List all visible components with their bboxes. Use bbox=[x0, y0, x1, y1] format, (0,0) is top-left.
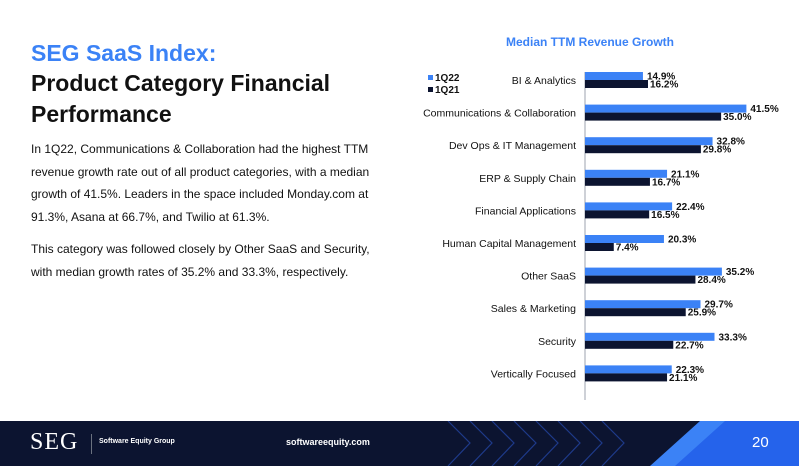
category-label: ERP & Supply Chain bbox=[479, 173, 576, 185]
company-name: Software Equity Group bbox=[99, 438, 175, 445]
data-label-1q22: 33.3% bbox=[719, 332, 747, 343]
data-label-1q21: 21.1% bbox=[669, 373, 697, 384]
category-label: Human Capital Management bbox=[442, 238, 576, 250]
legend-label-1q21: 1Q21 bbox=[435, 85, 460, 96]
bar-1q22 bbox=[585, 104, 747, 113]
bar-1q22 bbox=[585, 267, 722, 276]
category-label: Other SaaS bbox=[521, 271, 576, 283]
bar-1q22 bbox=[585, 202, 673, 211]
data-label-1q21: 16.5% bbox=[651, 210, 679, 221]
category-label: Sales & Marketing bbox=[491, 303, 576, 315]
slide-title-accent: SEG SaaS Index: bbox=[31, 40, 217, 66]
category-label: Communications & Collaboration bbox=[423, 108, 576, 120]
footer-bar: SEG Software Equity Group softwareequity… bbox=[0, 421, 799, 466]
bar-1q21 bbox=[585, 177, 650, 186]
data-label-1q22: 32.8% bbox=[717, 137, 745, 148]
bar-1q22 bbox=[585, 169, 668, 178]
category-label: Dev Ops & IT Management bbox=[449, 140, 576, 152]
data-label-1q22: 22.4% bbox=[676, 202, 704, 213]
legend-swatch-1q21 bbox=[428, 87, 433, 92]
seg-logo: SEG bbox=[30, 429, 79, 455]
data-label-1q22: 21.1% bbox=[671, 169, 699, 180]
data-label-1q21: 35.0% bbox=[723, 112, 751, 123]
data-label-1q22: 14.9% bbox=[647, 72, 675, 83]
legend-label-1q22: 1Q22 bbox=[435, 73, 460, 84]
bar-1q22 bbox=[585, 137, 713, 146]
bar-1q22 bbox=[585, 332, 715, 341]
data-label-1q22: 22.3% bbox=[676, 365, 704, 376]
data-label-1q21: 25.9% bbox=[688, 308, 716, 319]
data-label-1q21: 16.2% bbox=[650, 80, 678, 91]
bar-1q21 bbox=[585, 308, 686, 317]
data-label-1q22: 35.2% bbox=[726, 267, 754, 278]
bar-1q21 bbox=[585, 112, 722, 121]
legend-swatch-1q22 bbox=[428, 75, 433, 80]
bar-1q21 bbox=[585, 275, 696, 284]
data-label-1q22: 29.7% bbox=[705, 300, 733, 311]
bar-chart-svg: BI & Analytics 14.9%16.2% Communications &… bbox=[423, 72, 779, 400]
bar-1q21 bbox=[585, 80, 648, 88]
bar-1q21 bbox=[585, 145, 701, 154]
bar-1q22 bbox=[585, 300, 701, 309]
bar-1q22 bbox=[585, 72, 643, 80]
bar-1q22 bbox=[585, 365, 672, 374]
bar-1q21 bbox=[585, 373, 668, 382]
footer-divider bbox=[91, 434, 92, 454]
bar-1q22 bbox=[585, 235, 664, 243]
category-label: Security bbox=[538, 336, 577, 348]
body-paragraph-2: This category was followed closely by Ot… bbox=[31, 242, 370, 279]
data-label-1q21: 22.7% bbox=[675, 340, 703, 351]
page-number: 20 bbox=[752, 434, 769, 451]
bar-1q21 bbox=[585, 210, 650, 219]
bar-1q21 bbox=[585, 243, 614, 251]
body-paragraph-1: In 1Q22, Communications & Collaboration … bbox=[31, 142, 370, 224]
chevron-decoration bbox=[447, 421, 799, 466]
slide-title: Product Category Financial Performance bbox=[31, 70, 331, 127]
category-label: BI & Analytics bbox=[512, 75, 576, 87]
bar-1q21 bbox=[585, 340, 674, 349]
data-label-1q21: 7.4% bbox=[616, 243, 639, 254]
category-label: Vertically Focused bbox=[491, 368, 576, 380]
footer-link[interactable]: softwareequity.com bbox=[286, 437, 370, 447]
category-label: Financial Applications bbox=[475, 205, 576, 217]
data-label-1q21: 29.8% bbox=[703, 145, 731, 156]
data-label-1q21: 16.7% bbox=[652, 177, 680, 188]
data-label-1q22: 20.3% bbox=[668, 235, 696, 246]
data-label-1q22: 41.5% bbox=[750, 104, 778, 115]
data-label-1q21: 28.4% bbox=[697, 275, 725, 286]
revenue-growth-chart: Median TTM Revenue Growth BI & Analytics… bbox=[400, 30, 799, 405]
chart-title: Median TTM Revenue Growth bbox=[505, 35, 674, 49]
